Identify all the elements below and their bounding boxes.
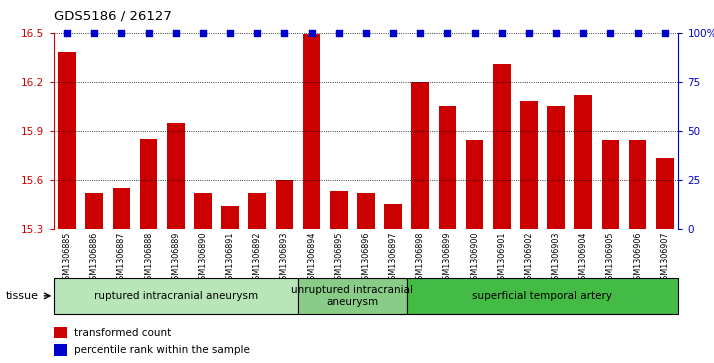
- Point: [550, 30, 562, 36]
- Point: [170, 30, 181, 36]
- FancyBboxPatch shape: [54, 278, 298, 314]
- Point: [224, 30, 236, 36]
- Bar: [221, 206, 239, 229]
- Bar: [330, 191, 348, 229]
- Bar: [59, 52, 76, 229]
- Bar: [520, 101, 538, 229]
- Bar: [303, 34, 321, 229]
- Text: ruptured intracranial aneurysm: ruptured intracranial aneurysm: [94, 291, 258, 301]
- Point: [251, 30, 263, 36]
- Bar: [194, 193, 212, 229]
- Point: [197, 30, 208, 36]
- Bar: [248, 193, 266, 229]
- Bar: [54, 327, 67, 338]
- Bar: [466, 140, 483, 229]
- Bar: [629, 140, 646, 229]
- Point: [361, 30, 372, 36]
- Text: transformed count: transformed count: [74, 327, 171, 338]
- FancyBboxPatch shape: [298, 278, 407, 314]
- Point: [61, 30, 73, 36]
- Bar: [411, 82, 429, 229]
- Point: [523, 30, 535, 36]
- Bar: [438, 106, 456, 229]
- Bar: [54, 344, 67, 356]
- Bar: [547, 106, 565, 229]
- Bar: [656, 158, 673, 229]
- Point: [143, 30, 154, 36]
- Point: [605, 30, 616, 36]
- Point: [306, 30, 317, 36]
- Point: [578, 30, 589, 36]
- Point: [333, 30, 344, 36]
- Point: [632, 30, 643, 36]
- Bar: [602, 140, 619, 229]
- Point: [116, 30, 127, 36]
- Bar: [574, 95, 592, 229]
- Point: [469, 30, 481, 36]
- Bar: [167, 122, 185, 229]
- Bar: [357, 193, 375, 229]
- Point: [659, 30, 670, 36]
- Text: tissue: tissue: [6, 291, 39, 301]
- Bar: [86, 193, 103, 229]
- Point: [278, 30, 290, 36]
- Text: GDS5186 / 26127: GDS5186 / 26127: [54, 9, 171, 22]
- Bar: [384, 204, 402, 229]
- Point: [388, 30, 399, 36]
- Text: superficial temporal artery: superficial temporal artery: [473, 291, 613, 301]
- Text: unruptured intracranial
aneurysm: unruptured intracranial aneurysm: [291, 285, 413, 307]
- Point: [89, 30, 100, 36]
- Bar: [140, 139, 158, 229]
- Text: percentile rank within the sample: percentile rank within the sample: [74, 345, 249, 355]
- Point: [415, 30, 426, 36]
- Point: [442, 30, 453, 36]
- Bar: [493, 64, 511, 229]
- Point: [496, 30, 508, 36]
- Bar: [276, 180, 293, 229]
- Bar: [113, 188, 130, 229]
- FancyBboxPatch shape: [407, 278, 678, 314]
